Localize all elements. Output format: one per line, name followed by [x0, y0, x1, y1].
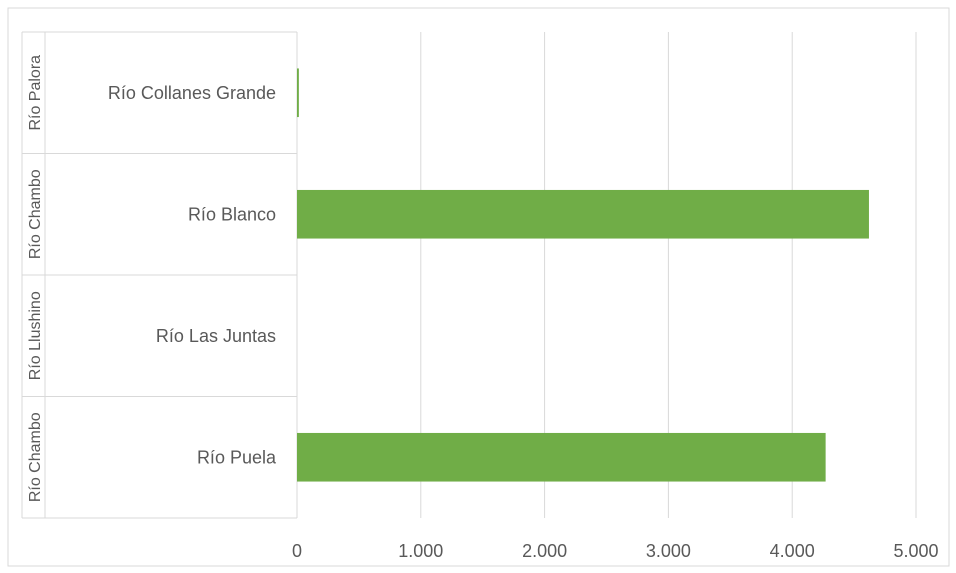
group-label: Río Palora — [27, 55, 44, 131]
x-tick-label: 4.000 — [770, 541, 815, 561]
category-label: Río Las Juntas — [156, 326, 276, 346]
category-label: Río Blanco — [188, 204, 276, 224]
x-tick-label: 1.000 — [398, 541, 443, 561]
bar — [297, 189, 869, 239]
x-tick-label: 5.000 — [893, 541, 938, 561]
bar — [297, 68, 299, 118]
x-tick-label: 2.000 — [522, 541, 567, 561]
group-label: Río Chambo — [27, 169, 44, 259]
group-label: Río Chambo — [27, 412, 44, 502]
category-label: Río Collanes Grande — [108, 83, 276, 103]
bar — [297, 432, 826, 482]
group-label: Río Llushino — [27, 291, 44, 380]
x-tick-label: 3.000 — [646, 541, 691, 561]
chart-frame — [7, 7, 950, 567]
category-label: Río Puela — [197, 447, 277, 467]
x-tick-label: 0 — [292, 541, 302, 561]
